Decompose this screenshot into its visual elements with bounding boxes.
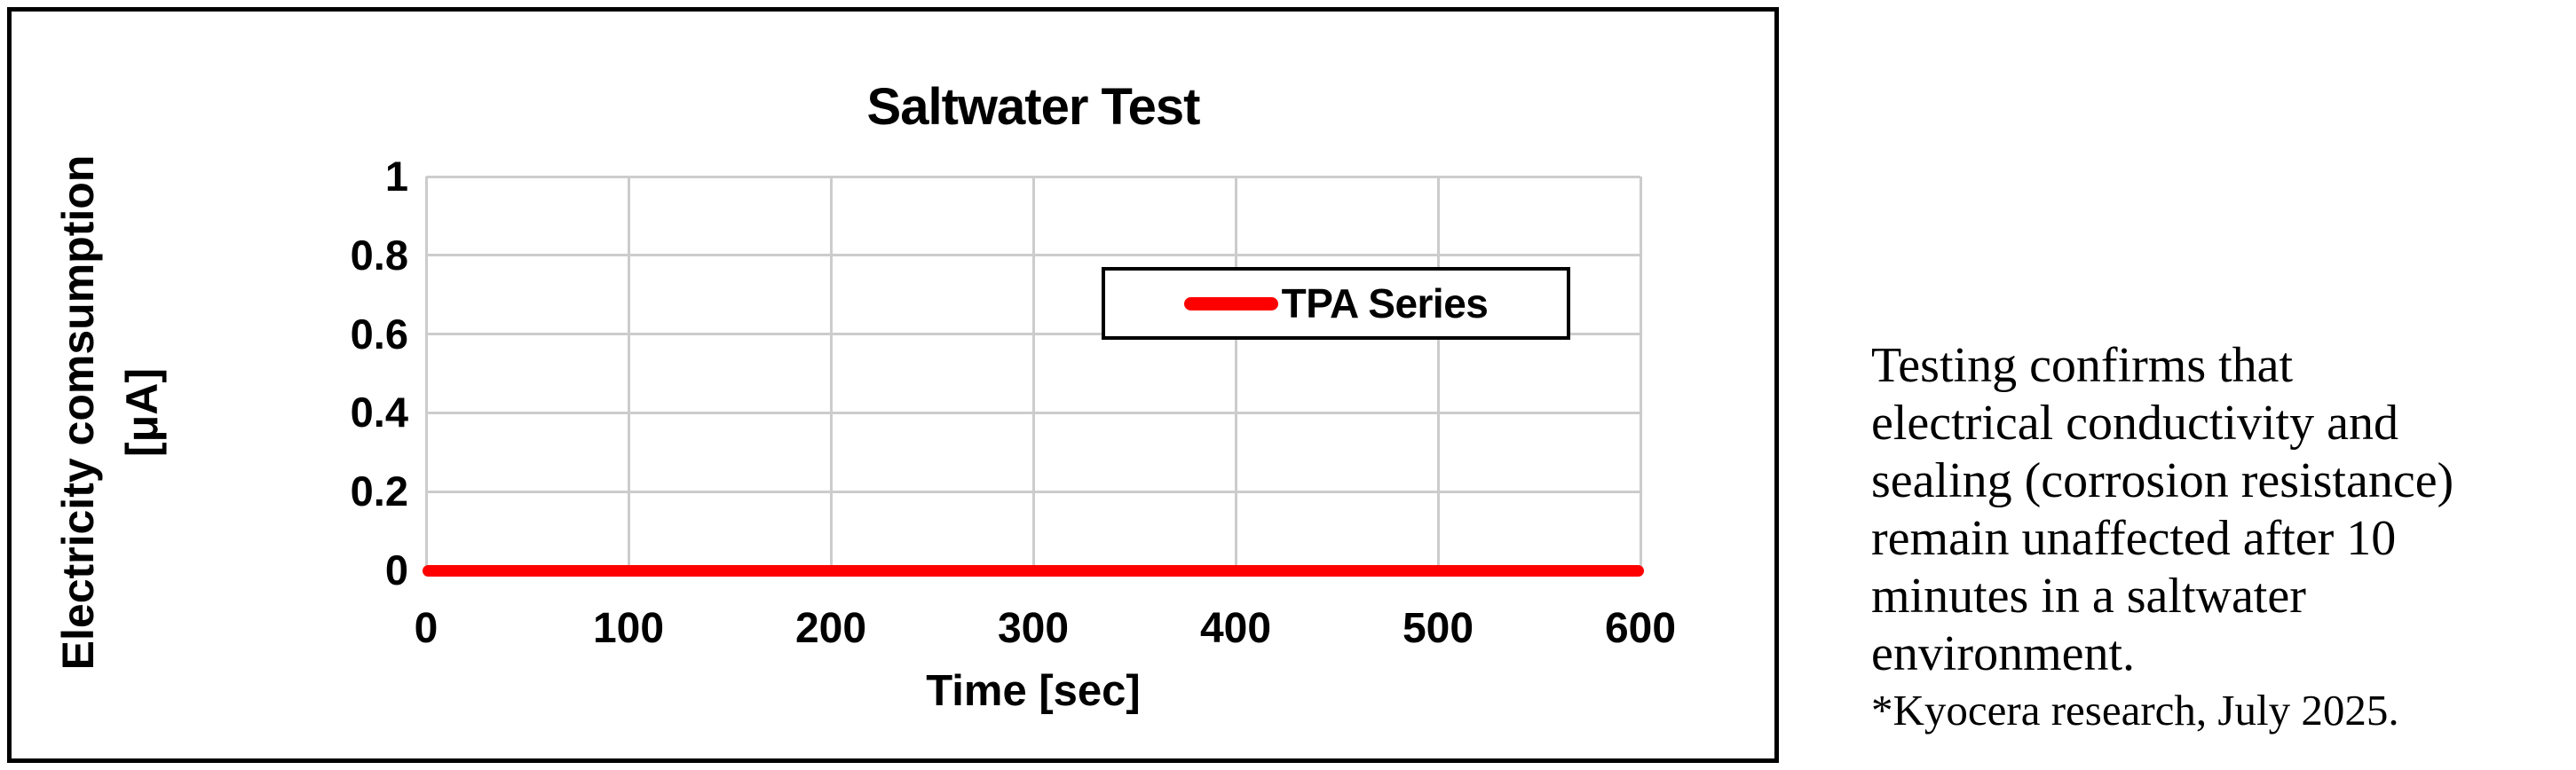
gridline-vertical (1031, 177, 1035, 573)
note-source-text: *Kyocera research, July 2025. (1871, 686, 2399, 735)
x-tick-label: 0 (414, 605, 439, 652)
gridline-vertical (627, 177, 630, 573)
gridline-vertical (424, 177, 428, 573)
gridline-horizontal (426, 333, 1640, 336)
chart-title: Saltwater Test (866, 78, 1201, 136)
gridline-vertical (1234, 177, 1237, 573)
legend: TPA Series (1102, 267, 1570, 340)
y-tick-label: 1 (384, 153, 408, 200)
gridline-vertical (1436, 177, 1440, 573)
x-tick-label: 100 (592, 605, 665, 652)
plot-area: Time [sec] TPA Series 0 100 200 300 400 500 60… (351, 153, 1676, 715)
gridline-horizontal (426, 175, 1640, 178)
legend-line-marker (1183, 296, 1278, 310)
y-tick-label: 0.4 (350, 389, 408, 436)
y-tick-label: 0.2 (350, 468, 408, 515)
note-body-text: Testing confirms that electrical conduct… (1871, 338, 2454, 681)
x-axis-title: Time [sec] (926, 667, 1141, 715)
legend-series-label: TPA Series (1281, 280, 1489, 326)
x-tick-label: 200 (794, 605, 867, 652)
x-tick-label: 300 (997, 605, 1070, 652)
gridline-vertical (1639, 177, 1642, 573)
gridline-vertical (829, 177, 833, 573)
x-tick-label: 600 (1604, 605, 1677, 652)
series-line-tpa (423, 565, 1644, 577)
x-tick-label: 500 (1402, 605, 1474, 652)
y-tick-label: 0.6 (350, 310, 408, 358)
y-tick-label: 0 (384, 546, 408, 593)
gridline-horizontal (426, 490, 1640, 493)
gridline-horizontal (426, 411, 1640, 414)
y-axis-title: Electricity comsumption [μA] (53, 154, 167, 671)
gridline-horizontal (426, 254, 1640, 257)
chart-frame: Saltwater Test Electricity comsumption [… (7, 7, 1779, 763)
annotation-note: Testing confirms that electrical conduct… (1871, 337, 2576, 738)
x-tick-label: 400 (1199, 605, 1272, 652)
y-tick-label: 0.8 (350, 231, 408, 279)
